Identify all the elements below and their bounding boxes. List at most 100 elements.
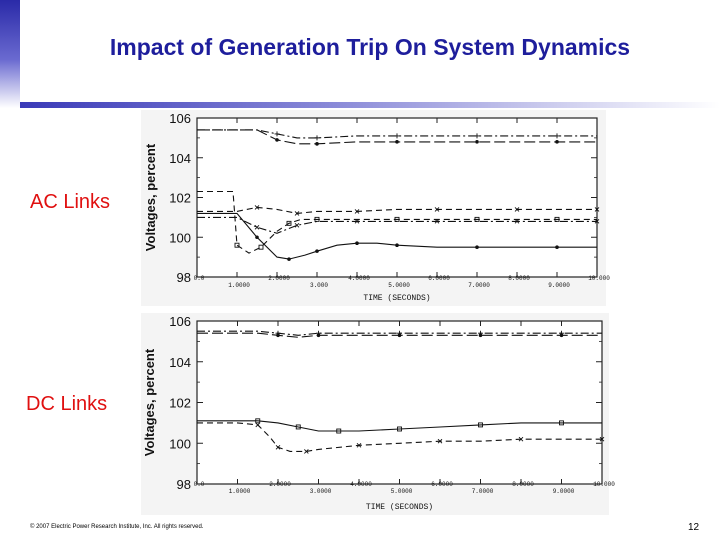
series-point bbox=[475, 245, 479, 249]
series-point bbox=[594, 207, 600, 212]
x-tick-label: 0.0 bbox=[194, 481, 205, 488]
series-line bbox=[197, 129, 597, 145]
series-point bbox=[478, 333, 483, 338]
series-point bbox=[255, 235, 259, 240]
x-tick-label: 9.0000 bbox=[548, 282, 570, 289]
series-point bbox=[555, 245, 559, 249]
series-point bbox=[287, 257, 291, 261]
page-number: 12 bbox=[688, 522, 700, 533]
x-tick-label: 3.000 bbox=[310, 282, 328, 289]
series-point bbox=[314, 135, 320, 141]
series-line bbox=[197, 420, 602, 432]
series-point bbox=[514, 207, 520, 212]
series-point bbox=[314, 216, 320, 222]
series-point bbox=[254, 224, 260, 230]
series-line bbox=[197, 190, 597, 254]
series-point bbox=[394, 133, 400, 139]
y-tick-label: 102 bbox=[169, 396, 191, 411]
slide-title: Impact of Generation Trip On System Dyna… bbox=[109, 34, 631, 60]
plot-frame bbox=[196, 320, 603, 485]
series-point bbox=[336, 428, 342, 434]
series-point bbox=[559, 420, 564, 426]
x-tick-label: 2.0000 bbox=[269, 481, 291, 488]
series-point bbox=[395, 140, 399, 144]
x-tick-label: 6.0000 bbox=[431, 481, 453, 488]
y-axis-label: Voltages, percent bbox=[143, 143, 158, 251]
series-point bbox=[275, 445, 281, 450]
x-tick-label: 9.0000 bbox=[553, 488, 575, 495]
plot-frame bbox=[196, 117, 598, 278]
series-point bbox=[254, 205, 260, 210]
series-point bbox=[286, 220, 292, 226]
chart-ac: 106 104 102 100 98 0.0 1.0000 2.0000 3.000 4.0000… bbox=[141, 110, 610, 306]
series-line bbox=[197, 332, 602, 338]
x-tick-label: 4.0000 bbox=[348, 275, 370, 282]
series-line bbox=[197, 212, 597, 260]
series-point bbox=[304, 449, 309, 454]
x-tick-label: 3.0000 bbox=[310, 488, 332, 495]
series-point bbox=[394, 216, 400, 222]
copyright-footer: © 2007 Electric Power Research Institute… bbox=[30, 524, 204, 530]
x-tick-label: 8.0000 bbox=[508, 275, 530, 282]
x-tick-label: 10.000 bbox=[588, 275, 610, 282]
series-point bbox=[514, 219, 520, 224]
y-tick-label: 98 bbox=[177, 270, 191, 285]
y-tick-label: 98 bbox=[177, 477, 191, 492]
ac-links-label: AC Links bbox=[30, 191, 111, 213]
series-point bbox=[274, 131, 280, 137]
series-point bbox=[234, 242, 240, 248]
series-point bbox=[255, 422, 261, 428]
series-point bbox=[434, 207, 440, 212]
y-tick-label: 100 bbox=[169, 436, 191, 451]
series-point bbox=[258, 244, 264, 250]
series-point bbox=[356, 442, 362, 448]
series-line bbox=[197, 422, 602, 452]
series-point bbox=[275, 138, 279, 142]
x-axis-label: TIME (SECONDS) bbox=[366, 503, 433, 512]
x-tick-label: 1.0000 bbox=[228, 282, 250, 289]
series-point bbox=[474, 133, 480, 139]
series-point bbox=[599, 436, 605, 442]
x-tick-label: 6.0000 bbox=[428, 275, 450, 282]
decorative-side-bar bbox=[0, 0, 20, 108]
series-point bbox=[354, 209, 360, 214]
series-point bbox=[475, 140, 479, 144]
dc-links-label: DC Links bbox=[26, 393, 108, 415]
header-rule bbox=[20, 102, 720, 108]
series-point bbox=[315, 142, 319, 146]
series-point bbox=[295, 424, 301, 430]
series-point bbox=[354, 219, 360, 224]
series-point bbox=[397, 426, 402, 432]
x-tick-label: 5.0000 bbox=[391, 488, 413, 495]
series-point bbox=[316, 333, 321, 338]
series-point bbox=[555, 140, 559, 144]
y-tick-label: 104 bbox=[169, 355, 191, 370]
series-point bbox=[478, 422, 483, 428]
x-tick-label: 7.0000 bbox=[472, 488, 494, 495]
y-axis-label: Voltages, percent bbox=[142, 348, 157, 456]
series-line bbox=[197, 129, 597, 139]
series-point bbox=[434, 219, 440, 224]
x-tick-label: 0.0 bbox=[194, 275, 205, 282]
series-point bbox=[395, 243, 399, 247]
series-point bbox=[397, 333, 402, 338]
series-point bbox=[294, 223, 300, 228]
y-tick-label: 100 bbox=[169, 230, 191, 245]
series-point bbox=[554, 216, 560, 222]
x-tick-label: 1.0000 bbox=[229, 488, 251, 495]
series-point bbox=[294, 211, 300, 216]
x-axis-label: TIME (SECONDS) bbox=[363, 294, 430, 303]
y-tick-label: 102 bbox=[169, 191, 191, 206]
chart-dc: 106 104 102 100 98 0.0 1.0000 2.0000 3.0000 4.000… bbox=[141, 313, 615, 515]
series-point bbox=[437, 438, 443, 444]
series-point bbox=[474, 216, 480, 222]
y-tick-label: 106 bbox=[169, 111, 191, 126]
x-tick-label: 10.000 bbox=[593, 481, 615, 488]
series-point bbox=[255, 418, 261, 424]
x-tick-label: 7.0000 bbox=[468, 282, 490, 289]
series-point bbox=[594, 219, 600, 224]
series-point bbox=[554, 133, 560, 139]
x-tick-label: 2.0000 bbox=[268, 275, 290, 282]
x-tick-label: 5.0000 bbox=[388, 282, 410, 289]
